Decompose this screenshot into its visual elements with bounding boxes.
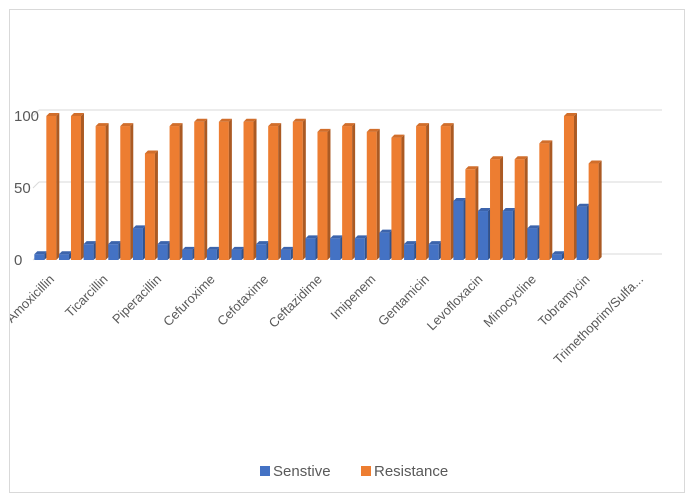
y-axis-ticks: 0 50 100 [14, 108, 39, 269]
bar-senstive [354, 235, 368, 260]
bar-resistance [440, 123, 454, 260]
legend-label-senstive: Senstive [273, 463, 331, 480]
x-category-label: Gentamicin [375, 272, 432, 329]
gridline-depth [32, 109, 40, 117]
bar-resistance [539, 140, 553, 260]
bar-resistance [366, 128, 380, 260]
x-category-label: Levofloxacin [424, 272, 486, 334]
bar-resistance [194, 118, 208, 260]
bar-resistance [268, 123, 282, 260]
bar-senstive [576, 203, 590, 260]
x-category-label: Piperacillin [109, 272, 164, 327]
x-category-label: Ceftazidime [266, 272, 325, 331]
bar-senstive [182, 246, 196, 260]
bar-resistance [292, 118, 306, 260]
legend-swatch-senstive [260, 466, 270, 476]
bar-chart: 0 50 100 Amoxicillin TicarcillinPiperacilli… [10, 108, 662, 480]
bar-resistance [95, 123, 109, 260]
bar-senstive [478, 208, 492, 260]
x-axis-labels: Amoxicillin TicarcillinPiperacillinCefuro… [10, 272, 646, 368]
bar-senstive [280, 246, 294, 260]
x-category-label: Trimethoprim/Sulfa... [551, 272, 647, 368]
bar-resistance [563, 113, 577, 260]
bar-resistance [243, 118, 257, 260]
bar-resistance [144, 150, 158, 260]
bars [34, 113, 602, 260]
bar-senstive [305, 235, 319, 260]
bar-resistance [342, 123, 356, 260]
x-category-label: Ticarcillin [62, 272, 111, 321]
bar-senstive [453, 197, 467, 260]
bar-senstive [206, 246, 220, 260]
bar-resistance [218, 118, 232, 260]
bar-senstive [132, 225, 146, 260]
bar-resistance [70, 113, 84, 260]
bar-senstive [330, 235, 344, 260]
y-tick-label: 0 [14, 252, 22, 269]
bar-resistance [317, 128, 331, 260]
legend-swatch-resistance [361, 466, 371, 476]
y-tick-label: 50 [14, 180, 31, 197]
x-category-label: Cefotaxime [214, 272, 271, 329]
chart-area: 0 50 100 Amoxicillin Ticarcillin Piperacilli… [9, 9, 685, 493]
bar-senstive [379, 229, 393, 260]
x-category-label: Cefuroxime [160, 272, 218, 330]
bar-resistance [46, 113, 60, 260]
x-category-label: Tobramycin [535, 272, 593, 330]
legend: Senstive Resistance [260, 463, 448, 480]
bar-senstive [231, 246, 245, 260]
bar-resistance [514, 156, 528, 260]
bar-senstive [502, 208, 516, 260]
gridline-depth [32, 181, 40, 189]
bar-senstive [83, 241, 97, 260]
bar-resistance [588, 160, 602, 260]
bar-senstive [404, 241, 418, 260]
bar-senstive [428, 241, 442, 260]
bar-senstive [34, 251, 48, 260]
x-category-label: Minocycline [480, 272, 539, 331]
bar-resistance [465, 166, 479, 260]
x-category-label: Amoxicillin [10, 272, 57, 326]
bar-senstive [551, 251, 565, 260]
legend-label-resistance: Resistance [374, 463, 448, 480]
bar-senstive [256, 241, 270, 260]
bar-resistance [169, 123, 183, 260]
y-tick-label: 100 [14, 108, 39, 125]
bar-resistance [490, 156, 504, 260]
bar-resistance [391, 134, 405, 260]
bar-senstive [108, 241, 122, 260]
bar-resistance [416, 123, 430, 260]
bar-resistance [120, 123, 134, 260]
x-category-label: Imipenem [327, 272, 378, 323]
bar-senstive [157, 241, 171, 260]
bar-senstive [58, 251, 72, 260]
bar-senstive [527, 225, 541, 260]
